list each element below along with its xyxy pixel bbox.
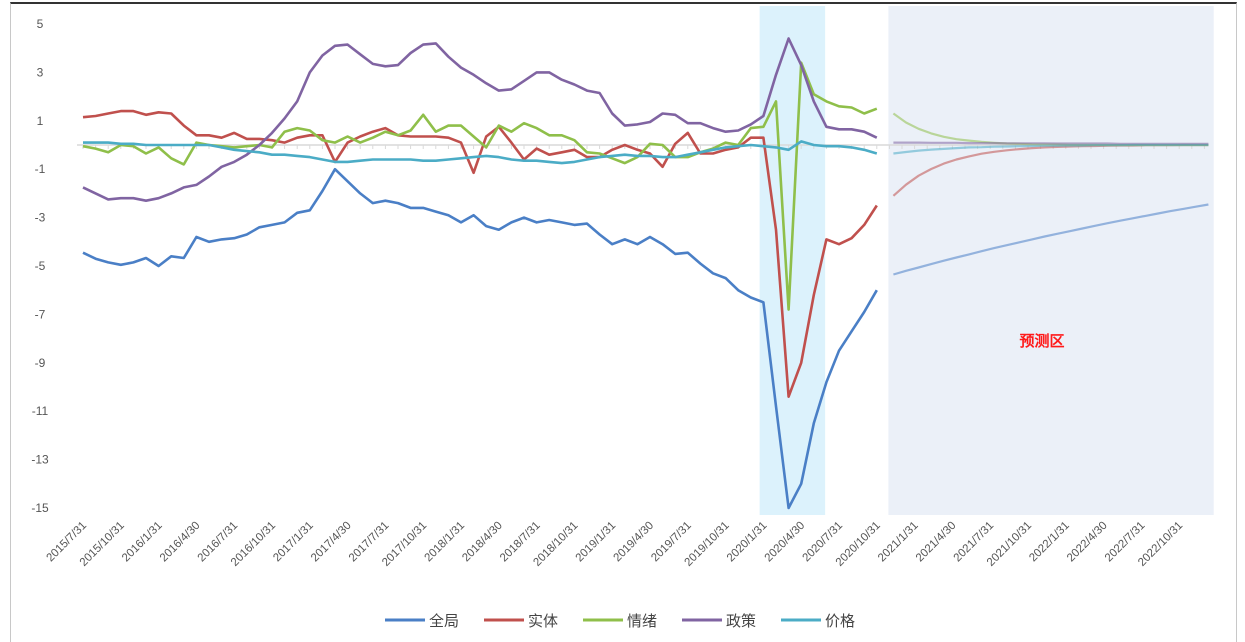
series-line-2	[82, 61, 878, 311]
forecast-line-0	[893, 203, 1209, 276]
forecast-region	[888, 6, 1214, 515]
y-tick-label: -15	[31, 501, 49, 515]
series-line-3	[82, 37, 878, 202]
x-tick-label: 2016/1/31	[120, 520, 165, 565]
series-line-4	[83, 140, 878, 165]
x-tick-label: 2022/4/30	[1065, 520, 1110, 565]
x-tick-label: 2018/4/30	[460, 520, 505, 565]
y-tick-label: 5	[37, 17, 44, 31]
x-tick-label: 2022/1/31	[1027, 520, 1072, 565]
legend-label-0: 全局	[429, 612, 459, 630]
y-tick-label: -3	[35, 211, 46, 225]
x-tick-label: 2020/4/30	[763, 520, 808, 565]
series-line-1	[82, 109, 878, 399]
x-tick-label: 2018/1/31	[422, 520, 467, 565]
series-line-0	[82, 167, 878, 510]
y-tick-label: -5	[35, 259, 46, 273]
forecast-region-label: 预测区	[1019, 332, 1064, 350]
forecast-line-3	[893, 141, 1209, 145]
labels: 预测区	[1019, 332, 1064, 350]
y-tick-label: 1	[37, 114, 44, 128]
x-tick-label: 2020/1/31	[725, 520, 770, 565]
y-tick-label: -1	[35, 162, 46, 176]
legend: 全局 实体 情绪 政策 价格	[385, 612, 855, 630]
series-lines	[82, 37, 1209, 510]
x-tick-label: 2021/4/30	[914, 520, 959, 565]
x-tick-label: 2019/1/31	[574, 520, 619, 565]
y-tick-label: -7	[35, 307, 46, 321]
x-tick-label: 2019/4/30	[611, 520, 656, 565]
y-tick-label: -13	[31, 453, 49, 467]
chart-frame	[10, 2, 1237, 642]
legend-label-3: 政策	[726, 612, 756, 630]
y-tick-label: -11	[32, 404, 49, 418]
legend-label-1: 实体	[528, 612, 558, 630]
legend-label-2: 情绪	[627, 612, 657, 630]
background-regions	[759, 6, 1214, 515]
x-tick-label: 2017/4/30	[309, 520, 354, 565]
x-tick-label: 2021/1/31	[876, 520, 921, 565]
y-tick-label: -9	[35, 356, 46, 370]
y-tick-label: 3	[37, 65, 44, 79]
x-tick-label: 2017/1/31	[271, 520, 316, 565]
x-tick-label: 2016/4/30	[158, 520, 203, 565]
legend-label-4: 价格	[825, 612, 855, 630]
forecast-line-4	[893, 143, 1209, 155]
